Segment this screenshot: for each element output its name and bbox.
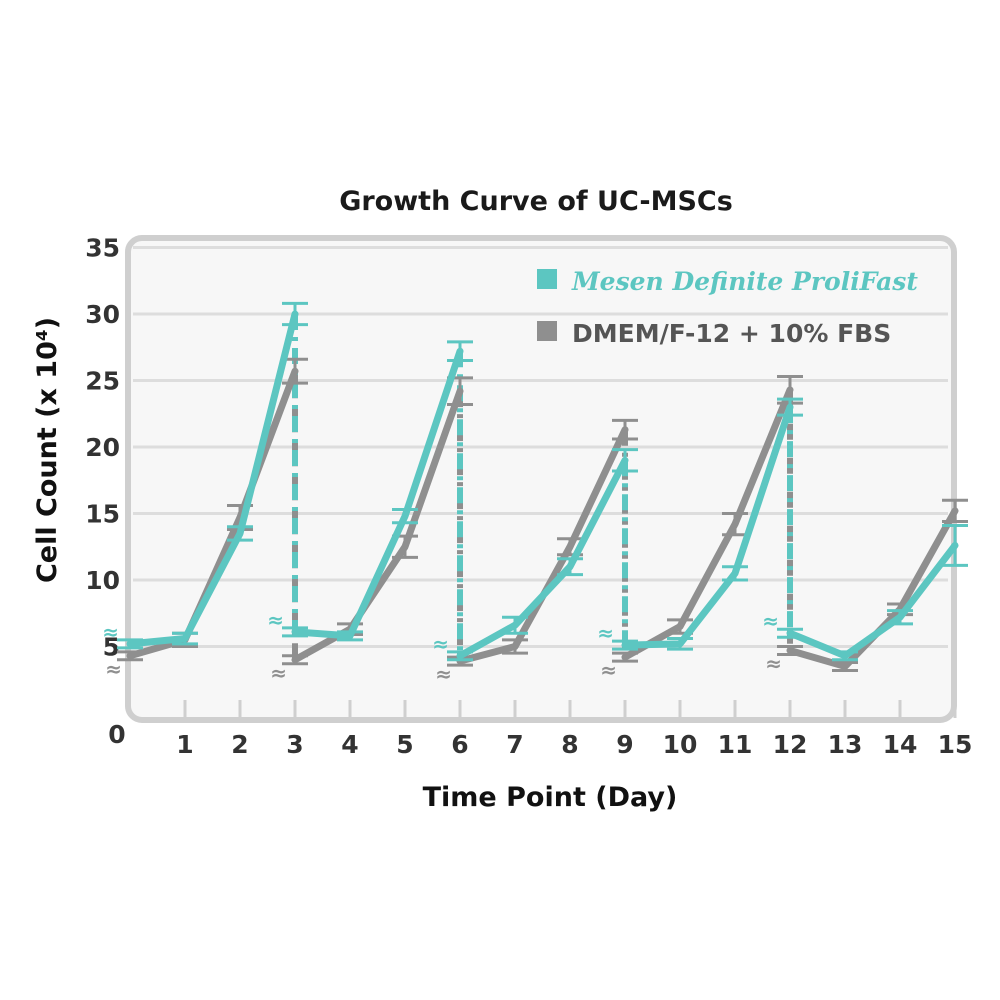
y-axis-ticks: 35 30 25 20 15 10 5 0 (85, 234, 126, 750)
y-tick-label: 5 (103, 633, 120, 662)
approx-symbol-prolifast: ≈ (762, 609, 779, 633)
legend-swatch-dmem (537, 321, 557, 341)
y-tick-label: 10 (85, 566, 120, 595)
legend: Mesen Definite ProliFast DMEM/F-12 + 10%… (537, 267, 918, 348)
approx-symbol-dmem: ≈ (105, 657, 122, 681)
y-tick-label: 30 (85, 300, 120, 329)
series-line-dmem (291, 387, 464, 664)
x-tick-label: 7 (506, 730, 523, 759)
approx-symbol-dmem: ≈ (270, 661, 287, 685)
series-layer (117, 301, 968, 672)
y-tick-label: 25 (85, 367, 120, 396)
x-axis-label: Time Point (Day) (423, 782, 678, 813)
x-tick-label: 5 (396, 730, 413, 759)
x-tick-label: 9 (616, 730, 633, 759)
series-line-prolifast (126, 310, 299, 648)
y-tick-label: 15 (85, 500, 120, 529)
x-tick-label: 6 (451, 730, 468, 759)
approx-symbol-prolifast: ≈ (102, 620, 119, 644)
x-tick-label: 15 (938, 730, 973, 759)
approx-symbol-prolifast: ≈ (597, 621, 614, 645)
plot-frame (125, 235, 957, 723)
legend-label-prolifast: Mesen Definite ProliFast (571, 267, 918, 296)
series-line-prolifast (621, 403, 794, 649)
x-tick-label: 2 (231, 730, 248, 759)
series-line-prolifast (291, 347, 464, 640)
x-axis-ticks: 1 2 3 4 5 6 7 8 9 10 11 12 13 14 15 (176, 700, 972, 759)
series-line-prolifast (456, 456, 629, 660)
y-tick-label: 0 (108, 720, 125, 749)
approx-symbol-dmem: ≈ (765, 651, 782, 675)
x-tick-label: 13 (828, 730, 863, 759)
y-axis-label: Cell Count (x 10⁴) (32, 317, 63, 583)
approx-symbols: ≈ ≈ ≈ ≈ ≈ ≈ ≈ ≈ ≈ ≈ (102, 608, 782, 686)
x-tick-label: 14 (883, 730, 918, 759)
x-tick-label: 3 (286, 730, 303, 759)
x-tick-label: 8 (561, 730, 578, 759)
y-tick-label: 35 (85, 234, 120, 263)
chart-title: Growth Curve of UC-MSCs (339, 186, 733, 217)
approx-symbol-prolifast: ≈ (432, 632, 449, 656)
approx-symbol-dmem: ≈ (435, 662, 452, 686)
x-tick-label: 10 (663, 730, 698, 759)
passage-markers (292, 314, 793, 662)
series-line-prolifast (786, 541, 959, 660)
approx-symbol-dmem: ≈ (600, 658, 617, 682)
x-tick-label: 1 (176, 730, 193, 759)
legend-swatch-prolifast (537, 269, 557, 289)
x-tick-label: 12 (773, 730, 808, 759)
y-tick-label: 20 (85, 433, 120, 462)
approx-symbol-prolifast: ≈ (267, 608, 284, 632)
x-tick-label: 11 (718, 730, 753, 759)
legend-label-dmem: DMEM/F-12 + 10% FBS (572, 319, 891, 348)
x-tick-label: 4 (341, 730, 358, 759)
